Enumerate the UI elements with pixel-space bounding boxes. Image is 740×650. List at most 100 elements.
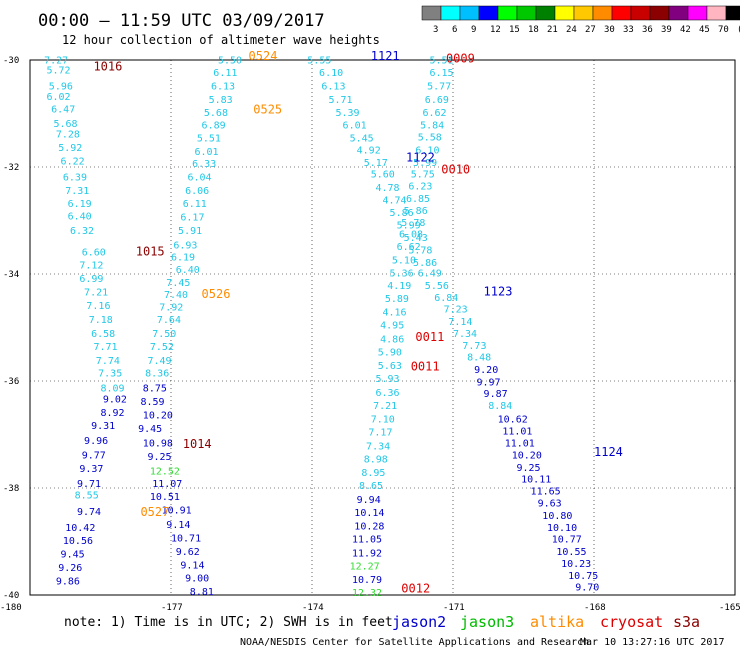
swh-value: 10.91 bbox=[162, 506, 192, 517]
swh-value: 9.31 bbox=[91, 421, 115, 432]
swh-value: 10.56 bbox=[63, 536, 93, 547]
swh-value: 5.77 bbox=[427, 81, 451, 92]
swh-value: 7.14 bbox=[448, 317, 472, 328]
swh-value: 6.93 bbox=[173, 240, 197, 251]
swh-value: 7.31 bbox=[65, 186, 89, 197]
swh-value: 5.92 bbox=[58, 143, 82, 154]
swh-value: 4.78 bbox=[375, 183, 399, 194]
swh-value: 7.64 bbox=[157, 315, 181, 326]
swh-value: 4.19 bbox=[387, 281, 411, 292]
swh-value: 7.40 bbox=[164, 290, 188, 301]
swh-value: 9.70 bbox=[575, 583, 599, 594]
colorbar-label: 18 bbox=[528, 25, 539, 35]
swh-value: 9.94 bbox=[357, 495, 381, 506]
x-tick-labels: -180 -177 -174 -171 -168 -165 bbox=[0, 603, 740, 613]
colorbar-label: 3 bbox=[433, 25, 438, 35]
pass-label: 0524 bbox=[249, 49, 278, 63]
swh-value: 8.48 bbox=[467, 353, 491, 364]
pass-label: 0525 bbox=[253, 103, 282, 117]
colorbar-label: 42 bbox=[680, 25, 691, 35]
x-tick-label: -165 bbox=[719, 603, 740, 613]
swh-value: 8.59 bbox=[140, 397, 164, 408]
swh-value: 6.17 bbox=[180, 213, 204, 224]
legend-altika: altika bbox=[530, 613, 584, 631]
swh-value: 6.89 bbox=[202, 120, 226, 131]
footnote: note: 1) Time is in UTC; 2) SWH is in fe… bbox=[64, 615, 393, 630]
x-tick-label: -174 bbox=[302, 603, 324, 613]
legend-s3a: s3a bbox=[673, 613, 700, 631]
colorbar-swatch bbox=[649, 5, 670, 21]
swh-value: 9.62 bbox=[176, 547, 200, 558]
swh-value: 10.80 bbox=[542, 511, 572, 522]
y-tick-label: -32 bbox=[3, 163, 19, 173]
swh-value: 5.71 bbox=[328, 95, 352, 106]
swh-value: 10.79 bbox=[352, 575, 382, 586]
swh-value: 7.28 bbox=[56, 130, 80, 141]
swh-value: 7.18 bbox=[89, 315, 113, 326]
swh-value: 5.89 bbox=[385, 294, 409, 305]
timestamp: Mar 10 13:27:16 UTC 2017 bbox=[580, 637, 725, 648]
pass-label: 0011 bbox=[415, 330, 444, 344]
swh-value: 6.13 bbox=[321, 81, 345, 92]
colorbar-swatch bbox=[497, 5, 518, 21]
swh-value: 12.52 bbox=[150, 467, 180, 478]
swh-value: 7.21 bbox=[84, 287, 108, 298]
swh-value: 10.77 bbox=[552, 535, 582, 546]
swh-value: 6.22 bbox=[61, 156, 85, 167]
x-tick-label: -180 bbox=[0, 603, 22, 613]
swh-value: 5.84 bbox=[420, 120, 444, 131]
swh-value: 5.86 bbox=[390, 208, 414, 219]
swh-value: 5.99 bbox=[413, 158, 437, 169]
swh-value: 5.68 bbox=[204, 108, 228, 119]
pass-label: 0012 bbox=[401, 581, 430, 595]
swh-value: 10.14 bbox=[354, 508, 384, 519]
colorbar-swatch bbox=[706, 5, 727, 21]
swh-value: 6.85 bbox=[406, 194, 430, 205]
swh-value: 10.55 bbox=[556, 547, 586, 558]
swh-value: 9.00 bbox=[185, 574, 209, 585]
y-tick-label: -36 bbox=[3, 377, 19, 387]
swh-value: 7.52 bbox=[150, 342, 174, 353]
swh-value: 11.92 bbox=[352, 548, 382, 559]
pass-label: 1015 bbox=[136, 244, 165, 258]
y-tick-label: -34 bbox=[3, 270, 19, 280]
swh-value: 7.49 bbox=[148, 356, 172, 367]
colorbar-label: 21 bbox=[547, 25, 558, 35]
swh-value: 9.02 bbox=[103, 394, 127, 405]
swh-value: 7.45 bbox=[166, 278, 190, 289]
swh-value: 9.77 bbox=[82, 451, 106, 462]
swh-value: 10.10 bbox=[547, 523, 577, 534]
swh-value: 6.01 bbox=[195, 147, 219, 158]
colorbar-swatch bbox=[668, 5, 689, 21]
swh-value: 9.14 bbox=[180, 560, 204, 571]
swh-value: 10.20 bbox=[512, 451, 542, 462]
swh-value: 9.25 bbox=[148, 452, 172, 463]
swh-value: 6.02 bbox=[46, 92, 70, 103]
swh-value: 6.15 bbox=[430, 68, 454, 79]
colorbar-swatch bbox=[630, 5, 651, 21]
swh-value: 6.36 bbox=[375, 388, 399, 399]
swh-value: 6.40 bbox=[176, 265, 200, 276]
swh-value: 6.99 bbox=[79, 274, 103, 285]
colorbar-swatch bbox=[687, 5, 708, 21]
swh-value: 12.27 bbox=[350, 561, 380, 572]
swh-value: 11.05 bbox=[352, 535, 382, 546]
colorbar-swatch bbox=[459, 5, 480, 21]
swh-value: 6.62 bbox=[397, 242, 421, 253]
swh-value: 5.86 bbox=[404, 206, 428, 217]
swh-value: 8.84 bbox=[488, 401, 512, 412]
swh-value: 10.62 bbox=[498, 415, 528, 426]
swh-value: 6.13 bbox=[211, 81, 235, 92]
legend-cryosat: cryosat bbox=[600, 613, 663, 631]
swh-value: 6.11 bbox=[183, 199, 207, 210]
colorbar-label: 36 bbox=[642, 25, 653, 35]
swh-value: 10.98 bbox=[143, 438, 173, 449]
swh-value: 7.73 bbox=[462, 341, 486, 352]
swh-value: 12.32 bbox=[352, 588, 382, 599]
swh-value: 10.75 bbox=[568, 571, 598, 582]
data-points: 7.275.725.966.026.475.687.285.926.226.39… bbox=[44, 56, 599, 599]
colorbar-label: (ft) bbox=[737, 25, 740, 35]
y-tick-label: -38 bbox=[3, 484, 19, 494]
swh-value: 11.65 bbox=[531, 486, 561, 497]
